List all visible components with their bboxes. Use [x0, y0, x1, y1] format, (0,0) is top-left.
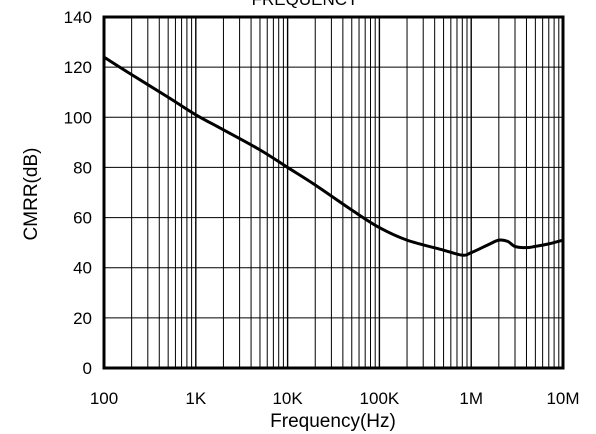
y-tick-label: 0 [83, 359, 92, 378]
y-tick-label: 120 [64, 58, 92, 77]
x-tick-label: 100 [90, 389, 118, 408]
x-tick-label: 1M [459, 389, 483, 408]
y-tick-label: 60 [73, 209, 92, 228]
series-layer [102, 55, 565, 257]
x-tick-label: 10K [272, 389, 303, 408]
y-axis-title: CMRR(dB) [21, 148, 42, 241]
y-tick-label: 140 [64, 8, 92, 27]
plot-frame [102, 15, 565, 370]
y-tick-label: 40 [73, 259, 92, 278]
y-tick-label: 20 [73, 309, 92, 328]
y-tick-labels: 0 20 40 60 80 100 120 140 [64, 8, 92, 378]
cmrr-series-line [102, 55, 565, 257]
x-tick-labels: 100 1K 10K 100K 1M 10M [90, 389, 580, 408]
chart-title: FREQUENCY [252, 0, 359, 9]
x-tick-label: 1K [185, 389, 206, 408]
y-tick-label: 100 [64, 108, 92, 127]
x-tick-label: 10M [546, 389, 579, 408]
x-axis-title: Frequency(Hz) [270, 411, 396, 432]
x-tick-label: 100K [360, 389, 400, 408]
grid [103, 16, 563, 369]
y-tick-label: 80 [73, 158, 92, 177]
